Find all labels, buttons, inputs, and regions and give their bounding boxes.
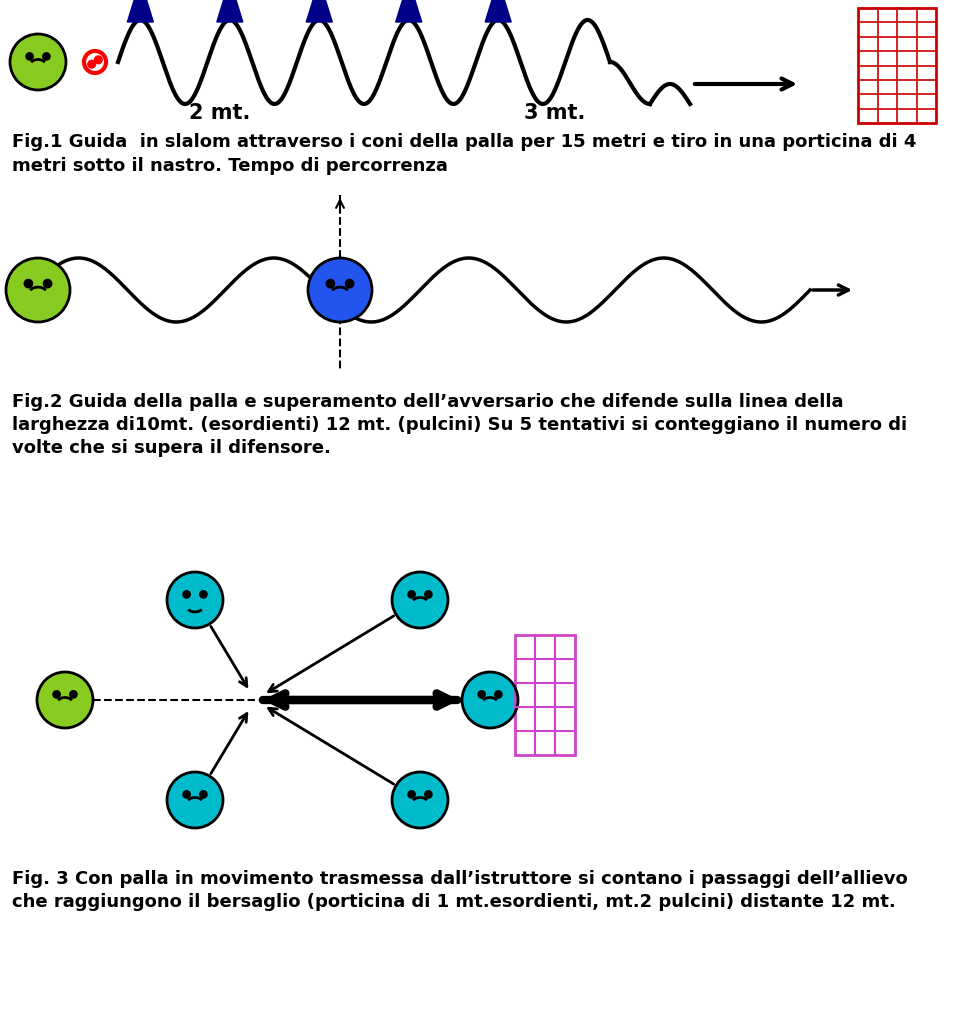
Circle shape [478, 690, 485, 698]
Circle shape [462, 672, 518, 728]
Circle shape [424, 791, 432, 798]
Circle shape [167, 772, 223, 828]
Bar [515, 635, 575, 755]
Circle shape [167, 573, 223, 628]
Text: larghezza di10mt. (esordienti) 12 mt. (pulcini) Su 5 tentativi si conteggiano il: larghezza di10mt. (esordienti) 12 mt. (p… [12, 416, 907, 434]
Circle shape [346, 279, 354, 287]
Text: Fig.2 Guida della palla e superamento dell’avversario che difende sulla linea de: Fig.2 Guida della palla e superamento de… [12, 393, 844, 411]
Circle shape [53, 690, 60, 698]
Circle shape [408, 791, 416, 798]
Circle shape [308, 258, 372, 322]
Circle shape [408, 591, 416, 598]
Polygon shape [217, 0, 243, 22]
Circle shape [6, 258, 70, 322]
Circle shape [392, 573, 448, 628]
Circle shape [424, 591, 432, 598]
Polygon shape [128, 0, 154, 22]
Text: che raggiungono il bersaglio (porticina di 1 mt.esordienti, mt.2 pulcini) distan: che raggiungono il bersaglio (porticina … [12, 893, 896, 911]
Text: volte che si supera il difensore.: volte che si supera il difensore. [12, 439, 331, 457]
Circle shape [94, 56, 102, 64]
Circle shape [84, 51, 106, 73]
Circle shape [10, 34, 66, 90]
Text: 2 mt.: 2 mt. [189, 103, 251, 123]
Text: 3 mt.: 3 mt. [524, 103, 586, 123]
Circle shape [70, 690, 77, 698]
Circle shape [88, 61, 96, 68]
Circle shape [43, 52, 50, 61]
Circle shape [392, 772, 448, 828]
Circle shape [43, 279, 52, 287]
Polygon shape [396, 0, 421, 22]
Polygon shape [485, 0, 511, 22]
Circle shape [494, 690, 502, 698]
Circle shape [24, 279, 33, 287]
Circle shape [183, 591, 190, 598]
Text: Fig.1 Guida  in slalom attraverso i coni della palla per 15 metri e tiro in una : Fig.1 Guida in slalom attraverso i coni … [12, 133, 917, 151]
Circle shape [183, 791, 190, 798]
Circle shape [26, 52, 34, 61]
Circle shape [200, 791, 207, 798]
Circle shape [326, 279, 334, 287]
Text: Fig. 3 Con palla in movimento trasmessa dall’istruttore si contano i passaggi de: Fig. 3 Con palla in movimento trasmessa … [12, 870, 908, 887]
Bar [858, 8, 936, 123]
Text: metri sotto il nastro. Tempo di percorrenza: metri sotto il nastro. Tempo di percorre… [12, 157, 448, 175]
Circle shape [200, 591, 207, 598]
Polygon shape [306, 0, 332, 22]
Circle shape [37, 672, 93, 728]
